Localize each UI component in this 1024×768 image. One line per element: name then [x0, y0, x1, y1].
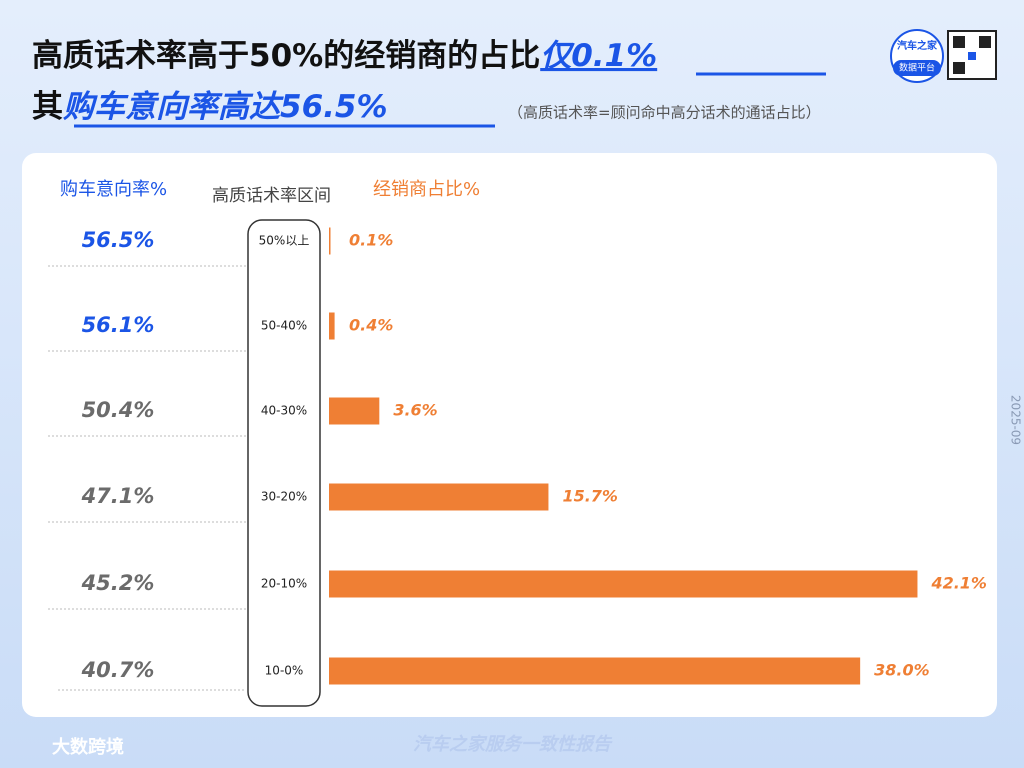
bar [329, 312, 335, 340]
qr-center [968, 52, 976, 60]
bar-label: 42.1% [930, 574, 987, 593]
logo-band [893, 60, 941, 76]
title-note: （高质话术率=顾问命中高分话术的通话占比） [508, 104, 821, 122]
qr-corner [953, 36, 965, 48]
intent-value: 45.2% [81, 571, 155, 595]
bar-label: 0.4% [349, 316, 393, 335]
bar [329, 483, 549, 511]
category-header: 高质话术率区间 [212, 186, 331, 206]
category-label: 50%以上 [259, 234, 310, 248]
title-line1: 高质话术率高于50%的经销商的占比仅0.1% [32, 38, 657, 74]
footer-center: 汽车之家服务一致性报告 [413, 734, 613, 755]
category-label: 10-0% [265, 664, 304, 678]
intent-value: 47.1% [81, 484, 155, 508]
logo-brand: 汽车之家 [897, 39, 938, 52]
title-highlight: 仅0.1% [540, 38, 657, 74]
bar-label: 0.1% [349, 231, 393, 250]
bar-label: 3.6% [393, 401, 437, 420]
category-label: 40-30% [261, 404, 307, 418]
legend-intent: 购车意向率% [60, 179, 167, 200]
title-main: 其 [32, 89, 63, 125]
card [22, 153, 997, 717]
legend-share: 经销商占比% [373, 179, 480, 200]
date: 2025-09 [1009, 395, 1023, 445]
qr-corner [979, 36, 991, 48]
intent-value: 56.1% [82, 313, 155, 337]
bar [329, 657, 861, 685]
logo-platform: 数据平台 [899, 62, 935, 74]
qr-corner [953, 62, 965, 74]
bar-label: 38.0% [874, 661, 930, 680]
intent-value: 40.7% [81, 658, 155, 682]
category-label: 30-20% [261, 490, 307, 504]
category-label: 20-10% [261, 577, 307, 591]
intent-value: 56.5% [82, 228, 155, 252]
category-frame [247, 219, 321, 707]
title-main: 高质话术率高于50%的经销商的占比 [32, 38, 540, 74]
category-label: 50-40% [261, 319, 307, 333]
bar [329, 227, 331, 255]
title-line2: 其购车意向率高达56.5% [32, 89, 388, 125]
title-highlight: 购车意向率高达56.5% [63, 89, 388, 125]
intent-value: 50.4% [82, 398, 155, 422]
footer-left: 大数跨境 [52, 736, 124, 758]
bar-label: 15.7% [562, 487, 618, 506]
bar [329, 397, 380, 425]
bar [329, 570, 918, 598]
